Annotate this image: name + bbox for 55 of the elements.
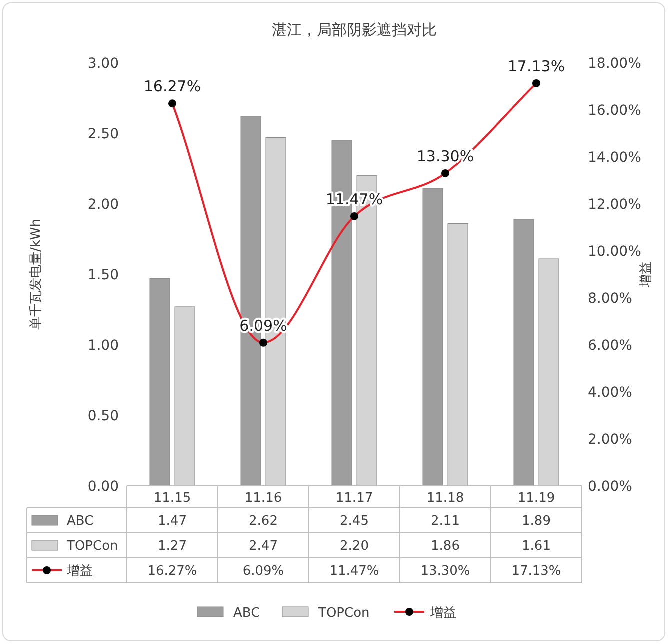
legend-label: ABC — [67, 514, 94, 529]
data-label: 13.30% — [420, 564, 470, 579]
chart-title: 湛江，局部阴影遮挡对比 — [272, 21, 437, 39]
y2-tick-label: 12.00% — [588, 197, 642, 213]
legend-label: 增益 — [66, 564, 93, 579]
y2-tick-label: 0.00% — [588, 479, 632, 495]
data-label: 2.62 — [249, 514, 278, 529]
x-tick-label: 11.19 — [518, 491, 556, 506]
y-axis-title: 单千瓦发电量/kWh — [29, 218, 44, 330]
y2-tick-label: 18.00% — [588, 56, 642, 72]
text: 增益 — [430, 606, 456, 621]
text: 17.13% — [508, 57, 566, 76]
x-tick-label: 11.16 — [244, 491, 282, 506]
y-tick-label: 2.00 — [88, 197, 119, 213]
data-label: 6.09% — [242, 564, 284, 579]
text: ABC — [234, 606, 260, 621]
y-tick-label: 2.50 — [88, 126, 119, 142]
x-tick-label: 11.18 — [426, 491, 464, 506]
y-tick-label: 1.50 — [88, 268, 119, 284]
text: TOPCon — [318, 606, 370, 621]
data-label: 2.45 — [340, 514, 369, 529]
data-label: 1.61 — [522, 539, 551, 554]
data-label: 1.27 — [158, 539, 187, 554]
y2-tick-label: 16.00% — [588, 103, 642, 119]
bar — [422, 188, 444, 486]
data-label: 17.13% — [512, 564, 562, 579]
data-label: 16.27% — [148, 564, 198, 579]
text: 11.47% — [326, 190, 384, 208]
data-label: 2.20 — [340, 539, 369, 554]
y2-tick-label: 8.00% — [588, 291, 632, 307]
y2-tick-label: 10.00% — [588, 244, 642, 260]
bar — [150, 278, 170, 486]
y-tick-label: 1.00 — [88, 338, 119, 354]
y2-axis-title: 增益 — [639, 262, 654, 288]
y2-tick-label: 14.00% — [588, 150, 642, 166]
y2-tick-label: 2.00% — [588, 432, 632, 448]
y2-tick-label: 4.00% — [588, 385, 632, 401]
y-tick-label: 3.00 — [88, 56, 119, 72]
bar — [174, 306, 196, 486]
data-label: 1.89 — [522, 514, 551, 529]
bar — [514, 219, 534, 486]
bar — [448, 223, 468, 486]
x-tick-label: 11.15 — [154, 491, 192, 506]
y2-tick-label: 6.00% — [588, 338, 632, 354]
data-label: 11.47% — [330, 564, 380, 579]
legend-label: TOPCon — [66, 539, 118, 554]
y-tick-label: 0.50 — [88, 408, 119, 424]
data-label: 2.47 — [249, 539, 278, 554]
text: 16.27% — [144, 78, 202, 96]
bar — [538, 258, 560, 486]
x-tick-label: 11.17 — [336, 491, 374, 506]
data-label: 2.11 — [431, 514, 460, 529]
data-label: 1.86 — [431, 539, 460, 554]
data-label: 1.47 — [158, 514, 187, 529]
y-tick-label: 0.00 — [88, 479, 119, 495]
